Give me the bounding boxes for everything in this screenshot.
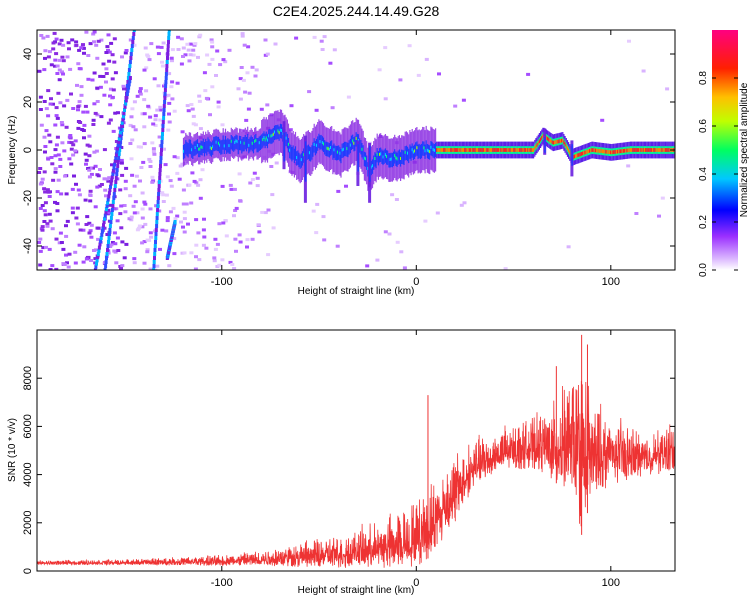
snr-y-label: SNR (10 * v/v) [7, 418, 18, 482]
colorbar-tick-label: 0.0 [698, 263, 709, 277]
colorbar-ticks: 0.0 0.2 0.4 0.6 0.8 [698, 71, 738, 277]
spectrogram-x-tick-label: 100 [602, 276, 620, 288]
spectrogram-panel: -100 0 100 -40 -20 0 20 40 Height of straight l… [7, 29, 676, 297]
snr-x-tick-label: 0 [413, 577, 419, 589]
colorbar-tick-label: 0.6 [698, 119, 709, 133]
colorbar-label: Normalized spectral amplitude [739, 82, 750, 217]
figure-title: C2E4.2025.244.14.49.G28 [273, 3, 440, 19]
spectrogram-y-tick-label: 20 [22, 96, 34, 108]
spectrogram-image [37, 30, 675, 270]
spectrogram-x-tick-label: 0 [413, 276, 419, 288]
spectrogram-y-label: Frequency (Hz) [7, 116, 18, 185]
snr-series [37, 334, 675, 568]
spectrogram-axes: -100 0 100 -40 -20 0 20 40 [22, 30, 675, 288]
snr-y-tick-label: 6000 [22, 414, 34, 438]
snr-x-label: Height of straight line (km) [298, 585, 415, 596]
spectrogram-y-tick-label: -40 [22, 238, 34, 254]
colorbar-tick-label: 0.4 [698, 167, 709, 181]
colorbar: 0.0 0.2 0.4 0.6 0.8 Normalized spectral ampl… [698, 30, 750, 277]
colorbar-gradient [712, 30, 738, 270]
spectrogram-x-label: Height of straight line (km) [298, 286, 415, 297]
snr-y-tick-label: 4000 [22, 462, 34, 486]
snr-y-tick-label: 0 [22, 568, 34, 574]
spectrogram-y-tick-label: 40 [22, 48, 34, 60]
spectrogram-y-tick-label: 0 [22, 147, 34, 153]
colorbar-tick-label: 0.2 [698, 215, 709, 229]
spectrogram-y-tick-label: -20 [22, 190, 34, 206]
snr-y-tick-label: 2000 [22, 511, 34, 535]
snr-y-tick-label: 8000 [22, 366, 34, 390]
snr-line [37, 381, 675, 568]
snr-x-tick-label: 100 [602, 577, 620, 589]
spectrogram-x-tick-label: -100 [211, 276, 233, 288]
snr-frame [36, 329, 676, 572]
snr-x-tick-label: -100 [211, 577, 233, 589]
colorbar-tick-label: 0.8 [698, 71, 709, 85]
